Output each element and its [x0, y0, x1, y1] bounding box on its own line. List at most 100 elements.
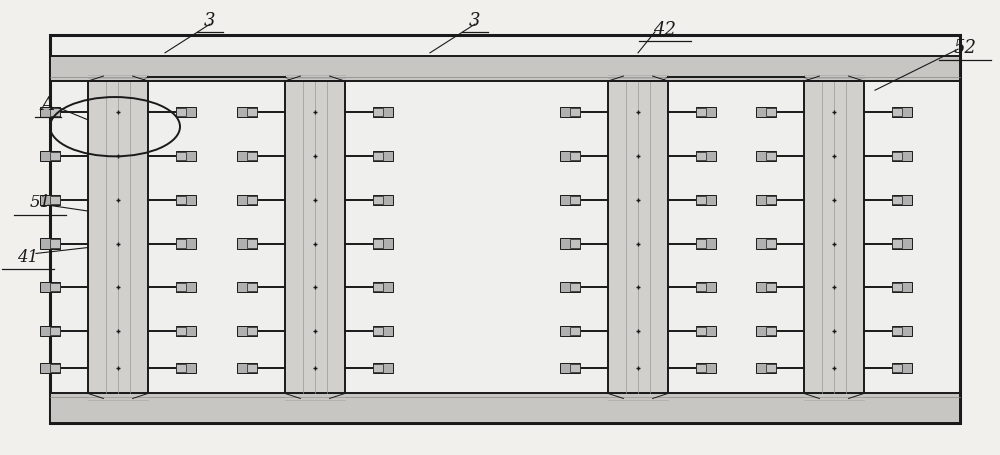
Bar: [285, 82, 345, 394]
Bar: [247, 240, 257, 248]
Bar: [40, 239, 60, 249]
Bar: [237, 108, 257, 118]
Bar: [570, 153, 580, 161]
Bar: [50, 283, 60, 292]
Bar: [892, 153, 902, 161]
Bar: [176, 152, 196, 162]
Bar: [176, 364, 196, 374]
Bar: [696, 109, 706, 117]
Bar: [696, 240, 706, 248]
Text: 42: 42: [654, 20, 676, 39]
Text: 41: 41: [17, 248, 39, 266]
Bar: [176, 108, 196, 118]
Bar: [804, 82, 864, 394]
Bar: [756, 283, 776, 293]
Bar: [176, 197, 186, 204]
Bar: [50, 197, 60, 204]
Bar: [756, 108, 776, 118]
Bar: [696, 364, 706, 373]
Bar: [373, 326, 393, 336]
Bar: [247, 364, 257, 373]
Text: 51: 51: [29, 194, 51, 211]
Bar: [373, 152, 393, 162]
Text: 3: 3: [469, 11, 481, 30]
Bar: [237, 239, 257, 249]
Bar: [892, 283, 912, 293]
Bar: [176, 283, 186, 292]
Bar: [696, 239, 716, 249]
Bar: [892, 195, 912, 205]
Bar: [892, 327, 902, 335]
Bar: [40, 108, 60, 118]
Bar: [892, 240, 902, 248]
Bar: [176, 153, 186, 161]
Bar: [247, 109, 257, 117]
Bar: [766, 364, 776, 373]
Bar: [50, 36, 960, 423]
Bar: [373, 195, 393, 205]
Bar: [892, 326, 912, 336]
Bar: [756, 326, 776, 336]
Bar: [756, 239, 776, 249]
Bar: [756, 364, 776, 374]
Bar: [560, 239, 580, 249]
Bar: [696, 326, 716, 336]
Bar: [50, 327, 60, 335]
Bar: [373, 108, 393, 118]
Bar: [570, 364, 580, 373]
Bar: [892, 109, 902, 117]
Bar: [176, 327, 186, 335]
Bar: [696, 327, 706, 335]
Bar: [237, 364, 257, 374]
Bar: [373, 283, 383, 292]
Bar: [373, 283, 393, 293]
Bar: [237, 152, 257, 162]
Bar: [373, 240, 383, 248]
Bar: [570, 197, 580, 204]
Bar: [247, 197, 257, 204]
Bar: [373, 364, 383, 373]
Bar: [766, 327, 776, 335]
Bar: [373, 153, 383, 161]
Bar: [570, 283, 580, 292]
Bar: [756, 195, 776, 205]
Bar: [50, 240, 60, 248]
Bar: [696, 283, 706, 292]
Bar: [373, 197, 383, 204]
Bar: [176, 109, 186, 117]
Bar: [892, 239, 912, 249]
Bar: [892, 364, 902, 373]
Bar: [696, 364, 716, 374]
Bar: [373, 327, 383, 335]
Bar: [176, 283, 196, 293]
Bar: [40, 152, 60, 162]
Bar: [237, 326, 257, 336]
Bar: [88, 82, 148, 394]
Bar: [892, 152, 912, 162]
Text: 3: 3: [204, 11, 216, 30]
Bar: [247, 283, 257, 292]
Bar: [373, 239, 393, 249]
Bar: [176, 240, 186, 248]
Bar: [50, 394, 960, 423]
Bar: [696, 108, 716, 118]
Bar: [176, 239, 196, 249]
Bar: [696, 197, 706, 204]
Bar: [766, 283, 776, 292]
Bar: [40, 195, 60, 205]
Bar: [696, 195, 716, 205]
Bar: [40, 283, 60, 293]
Bar: [373, 364, 393, 374]
Text: 52: 52: [954, 39, 976, 57]
Bar: [560, 283, 580, 293]
Bar: [560, 108, 580, 118]
Bar: [766, 109, 776, 117]
Bar: [892, 108, 912, 118]
Bar: [696, 283, 716, 293]
Bar: [570, 109, 580, 117]
Bar: [373, 109, 383, 117]
Bar: [40, 326, 60, 336]
Bar: [176, 195, 196, 205]
Bar: [892, 283, 902, 292]
Bar: [40, 364, 60, 374]
